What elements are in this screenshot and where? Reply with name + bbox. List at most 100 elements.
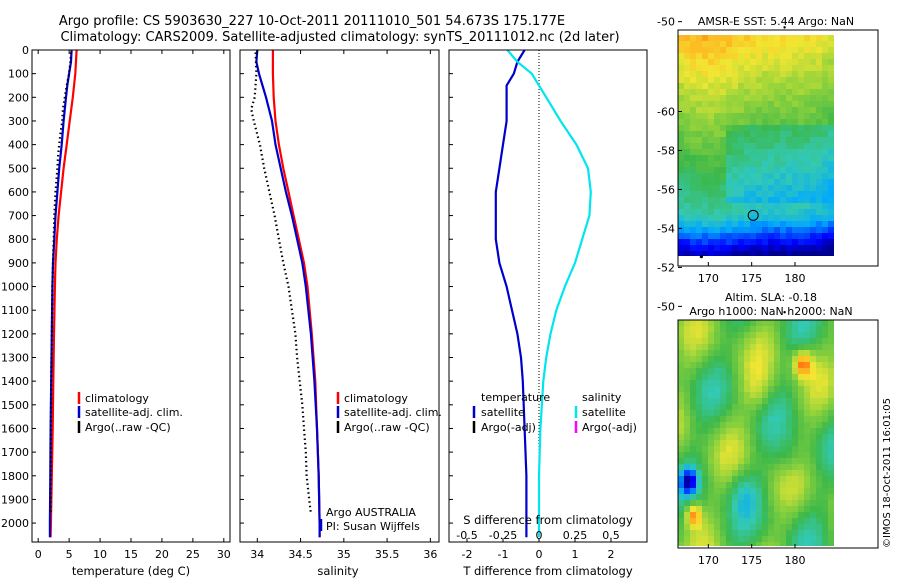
map-cell [774, 506, 781, 513]
map-cell [756, 422, 763, 429]
map-cell [696, 398, 703, 405]
map-cell [732, 191, 739, 198]
map-cell [822, 149, 829, 156]
map-cell [774, 464, 781, 471]
map-cell [714, 167, 721, 174]
map-cell [702, 428, 709, 435]
map-cell [750, 500, 757, 507]
map-cell [696, 89, 703, 96]
y-tick-label: 1200 [1, 328, 29, 341]
map-cell [756, 338, 763, 345]
map-cell [714, 446, 721, 453]
map-cell [822, 161, 829, 168]
map-cell [738, 83, 745, 90]
map-cell [732, 245, 739, 252]
map-cell [678, 386, 685, 393]
map-cell [786, 71, 793, 78]
map-cell [786, 530, 793, 537]
map-cell [744, 524, 751, 531]
map-cell [690, 185, 697, 192]
map-cell [780, 488, 787, 495]
map-cell [762, 500, 769, 507]
map-cell [732, 344, 739, 351]
map-cell [678, 356, 685, 363]
map-cell [726, 494, 733, 501]
map-cell [756, 83, 763, 90]
map-cell [708, 101, 715, 108]
map-cell [750, 428, 757, 435]
map-cell [768, 350, 775, 357]
y-tick-label: 100 [8, 68, 29, 81]
map-cell [756, 53, 763, 60]
map-cell [738, 167, 745, 174]
map-cell [750, 239, 757, 246]
map-cell [678, 428, 685, 435]
x-tick-label: 5 [66, 548, 73, 561]
map-cell [792, 239, 799, 246]
map-cell [762, 245, 769, 252]
x-tick-label: 0 [536, 548, 543, 561]
map-cell [798, 143, 805, 150]
map-cell [798, 239, 805, 246]
map-cell [720, 161, 727, 168]
map-cell [828, 320, 834, 327]
map-cell [792, 137, 799, 144]
map-cell [780, 203, 787, 210]
map-cell [762, 209, 769, 216]
map-cell [684, 71, 691, 78]
map-cell [708, 332, 715, 339]
map-cell [738, 362, 745, 369]
map-cell [816, 71, 823, 78]
map-cell [702, 320, 709, 327]
map-cell [738, 59, 745, 66]
map-cell [786, 404, 793, 411]
map-cell [732, 221, 739, 228]
map-cell [786, 392, 793, 399]
map-cell [738, 203, 745, 210]
map-cell [762, 452, 769, 459]
map-cell [696, 356, 703, 363]
map-cell [732, 404, 739, 411]
map-cell [684, 506, 691, 513]
map-cell [750, 47, 757, 54]
map-cell [780, 209, 787, 216]
map-cell [798, 77, 805, 84]
map-cell [732, 203, 739, 210]
map-cell [774, 137, 781, 144]
map-cell [678, 59, 685, 66]
map-cell [792, 536, 799, 543]
map-cell [708, 446, 715, 453]
map-cell [708, 233, 715, 240]
map-cell [738, 488, 745, 495]
map-cell [768, 41, 775, 48]
map-cell [726, 452, 733, 459]
map-cell [786, 374, 793, 381]
map-cell [744, 227, 751, 234]
map-cell [684, 131, 691, 138]
map-cell [816, 83, 823, 90]
map-cell [816, 320, 823, 327]
depth-y-ticks: 0100200300400500600700800900100011001200… [1, 44, 36, 530]
map-cell [774, 107, 781, 114]
map-cell [714, 440, 721, 447]
map-cell [750, 512, 757, 519]
map-cell [774, 518, 781, 525]
legend-label-climatology: climatology [85, 392, 149, 405]
map-cell [816, 107, 823, 114]
map-cell [810, 416, 817, 423]
map-cell [822, 518, 829, 525]
map-cell [702, 113, 709, 120]
map-cell [780, 506, 787, 513]
map-cell [804, 251, 811, 256]
map-cell [816, 374, 823, 381]
map-cell [684, 362, 691, 369]
map-cell [708, 107, 715, 114]
map-cell [744, 356, 751, 363]
map-cell [726, 488, 733, 495]
map-cell [720, 458, 727, 465]
map-cell [810, 410, 817, 417]
map-cell [684, 326, 691, 333]
x-tick-label: 25 [186, 548, 200, 561]
map-cell [804, 197, 811, 204]
map-cell [768, 386, 775, 393]
